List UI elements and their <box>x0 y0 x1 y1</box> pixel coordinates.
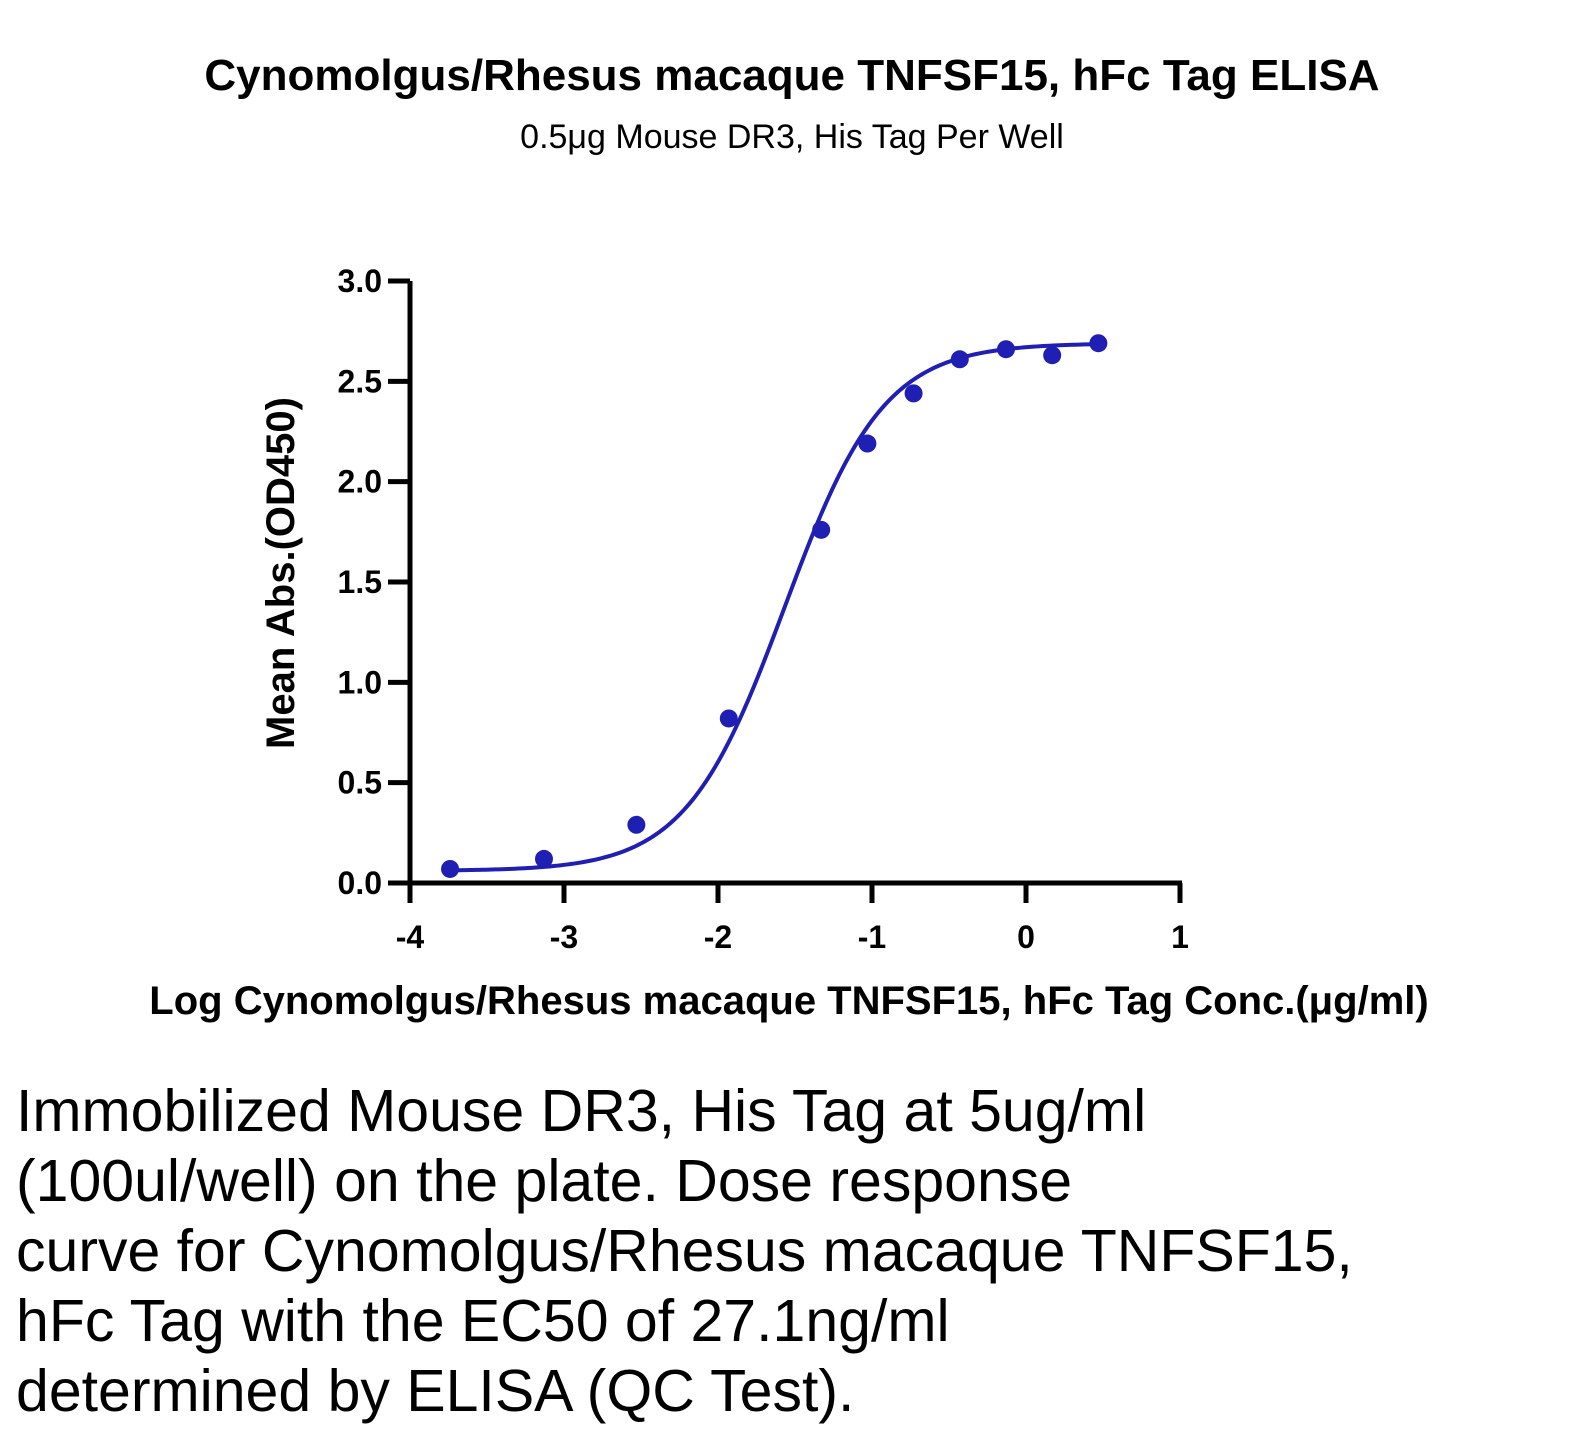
y-tick-label: 3.0 <box>338 263 382 299</box>
caption-line: curve for Cynomolgus/Rhesus macaque TNFS… <box>16 1218 1353 1284</box>
y-axis-title: Mean Abs.(OD450) <box>259 397 303 749</box>
data-point <box>441 859 460 878</box>
y-tick-label: 1.5 <box>338 564 382 600</box>
x-axis: -4 -3 -2 -1 0 1 <box>396 880 1189 955</box>
x-tick-label: -4 <box>396 919 425 955</box>
y-tick-label: 0.5 <box>338 765 382 801</box>
chart-title: Cynomolgus/Rhesus macaque TNFSF15, hFc T… <box>204 51 1380 100</box>
series <box>441 334 1108 878</box>
x-tick-label: -1 <box>858 919 886 955</box>
data-point <box>812 520 831 539</box>
caption-line: determined by ELISA (QC Test). <box>16 1358 855 1424</box>
y-tick-label: 0.0 <box>338 865 382 901</box>
y-tick-label: 1.0 <box>338 664 382 700</box>
data-point <box>858 434 877 453</box>
chart-subtitle: 0.5μg Mouse DR3, His Tag Per Well <box>520 118 1064 156</box>
data-point <box>534 849 553 868</box>
x-tick-label: 1 <box>1171 919 1189 955</box>
x-tick-label: -2 <box>704 919 732 955</box>
caption-line: (100ul/well) on the plate. Dose response <box>16 1148 1073 1214</box>
data-point <box>1043 346 1062 365</box>
data-point <box>996 340 1015 359</box>
fit-curve <box>450 342 1099 873</box>
data-point <box>719 709 738 728</box>
data-point <box>1089 334 1108 353</box>
chart-area: 0.0 0.5 1.0 1.5 2.0 2.5 3.0 -4 -3 -2 -1 0 1 Mean Ab… <box>149 263 1428 1023</box>
caption-line: Immobilized Mouse DR3, His Tag at 5ug/ml <box>16 1078 1147 1144</box>
x-tick-label: -3 <box>550 919 578 955</box>
x-tick-label: 0 <box>1017 919 1035 955</box>
y-axis: 0.0 0.5 1.0 1.5 2.0 2.5 3.0 <box>338 263 413 901</box>
y-tick-label: 2.5 <box>338 363 382 399</box>
data-point <box>904 384 923 403</box>
caption-line: hFc Tag with the EC50 of 27.1ng/ml <box>16 1288 950 1354</box>
caption: Immobilized Mouse DR3, His Tag at 5ug/ml… <box>16 1076 1576 1426</box>
x-axis-title: Log Cynomolgus/Rhesus macaque TNFSF15, h… <box>149 979 1428 1023</box>
y-tick-label: 2.0 <box>338 464 382 500</box>
data-point <box>950 350 969 369</box>
data-point <box>627 815 646 834</box>
